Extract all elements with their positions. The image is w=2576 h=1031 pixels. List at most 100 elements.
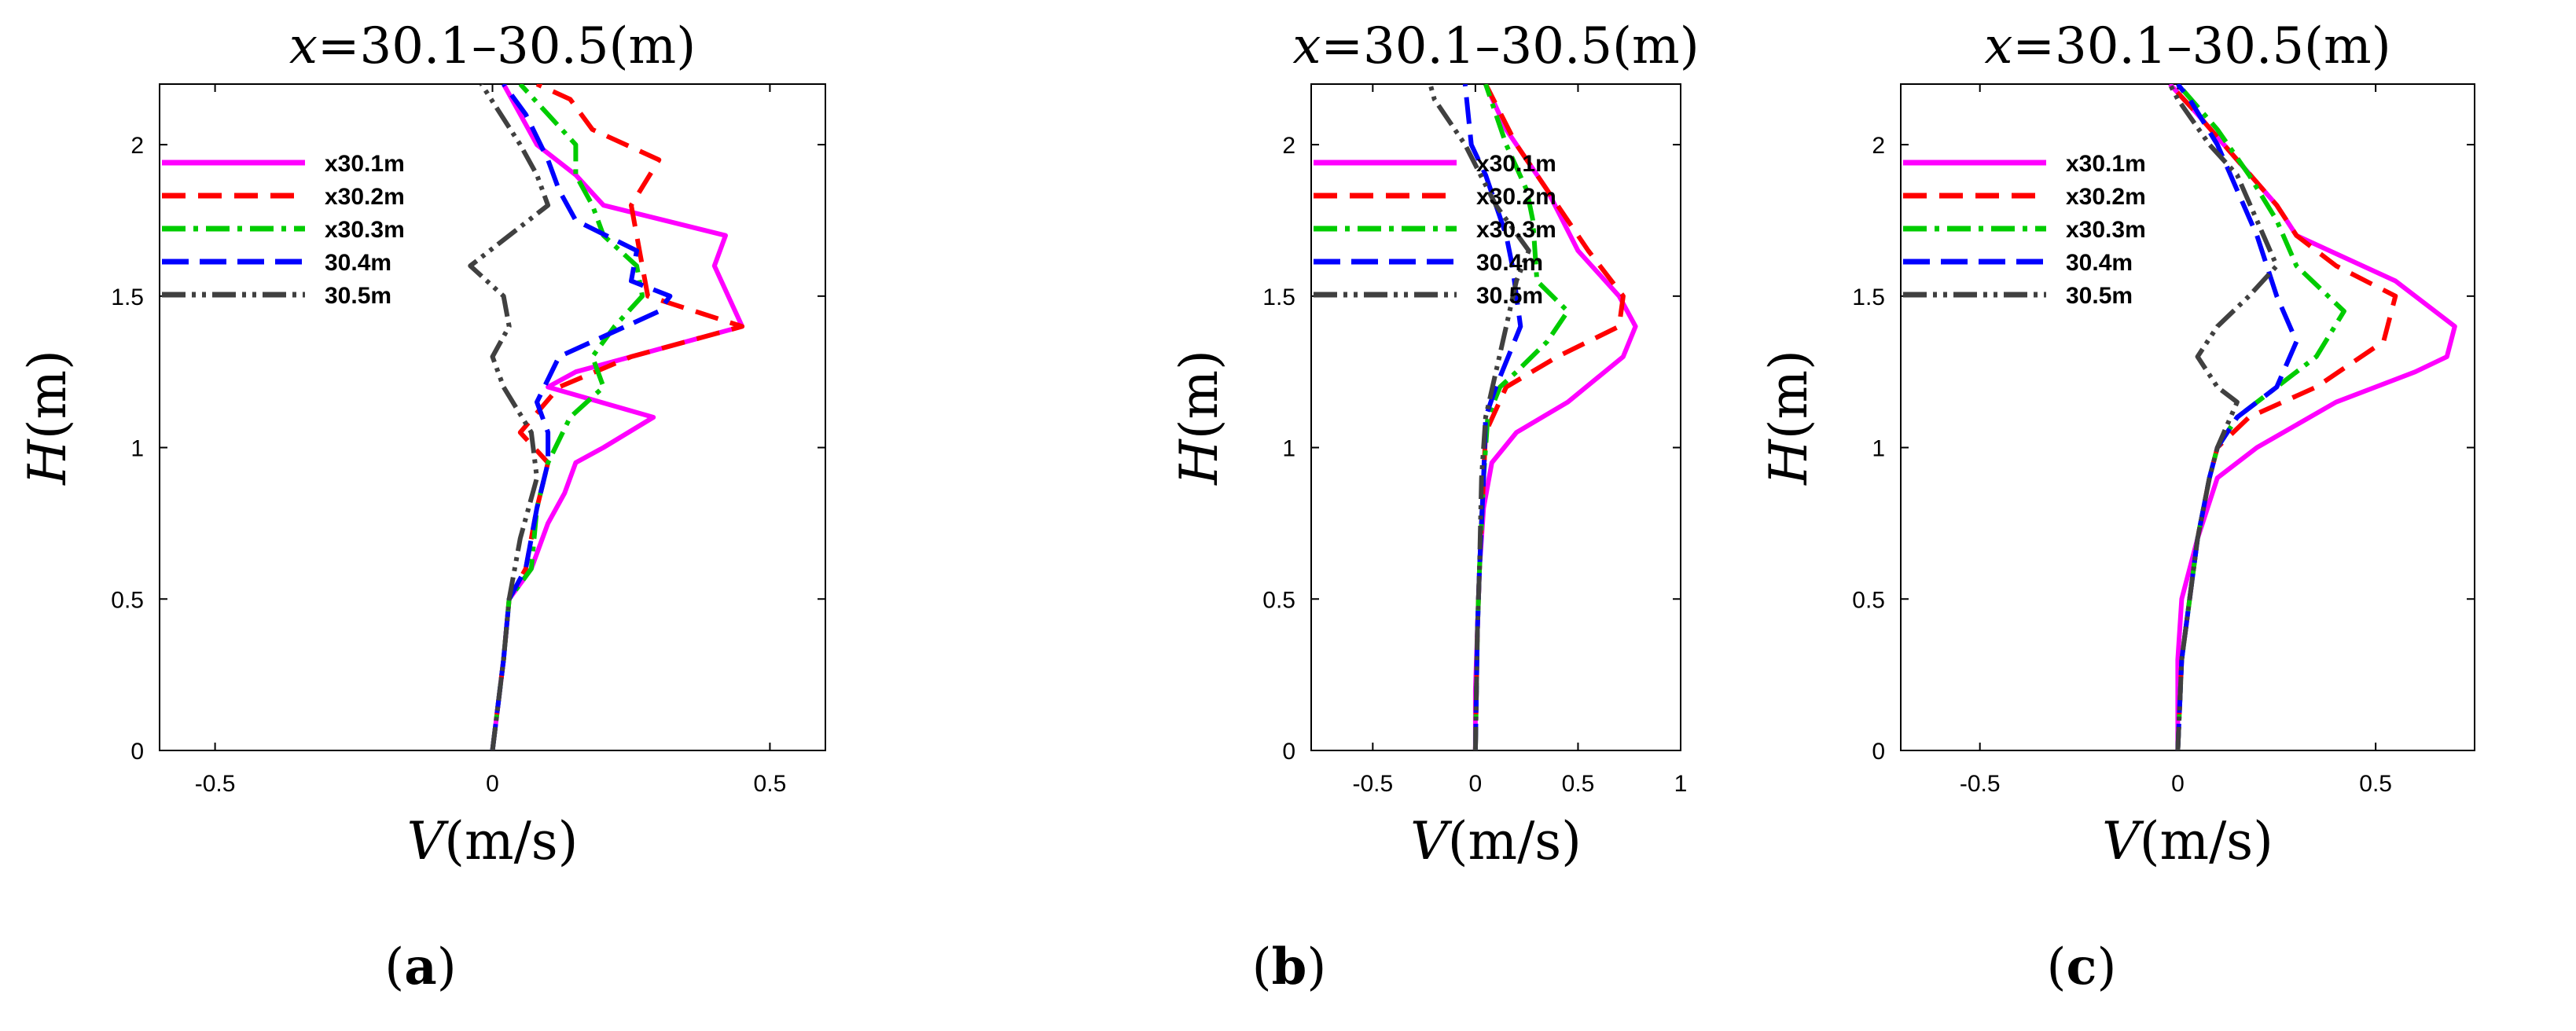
chart-panel-b: x=30.1–30.5(m)-0.5 0 0.5 100.511.52V(m/s)H(…	[1169, 17, 1700, 996]
x-tick-label: -0.5	[195, 771, 236, 797]
legend: x30.1m x30.2m x30.3m 30.4m 30.5m	[1314, 151, 1556, 309]
panel-label-close: )	[1306, 938, 1326, 996]
y-axis-label: H(m)	[1169, 350, 1229, 486]
y-axis-label-var: H	[1758, 438, 1819, 486]
legend-label: x30.2m	[1476, 184, 1556, 210]
x-tick-label: 0	[486, 771, 499, 797]
y-tick-label: 2	[1872, 133, 1885, 159]
x-axis-label-unit: (m/s)	[2140, 811, 2273, 871]
x-axis-label: V(m/s)	[2102, 811, 2273, 871]
chart-title-rest: =30.1–30.5(m)	[1321, 17, 1699, 75]
legend-label: x30.3m	[1476, 217, 1556, 243]
x-axis-label-var: V	[1410, 811, 1453, 871]
y-tick-label: 1	[1282, 436, 1295, 462]
chart-panel-a: x=30.1–30.5(m)-0.5 0 0.500.511.52V(m/s)H(m…	[17, 17, 826, 996]
x-axis-label-var: V	[407, 811, 450, 871]
series-line-30-5m	[468, 84, 551, 750]
x-tick-label: 0.5	[754, 771, 787, 797]
y-axis-label: H(m)	[17, 350, 78, 486]
series-line-x30-1m	[490, 84, 745, 750]
x-tick-label: -0.5	[1960, 771, 2001, 797]
y-tick-label: 2	[130, 133, 144, 159]
y-axis-label-unit: (m)	[1169, 350, 1229, 439]
series-line-x30-2m	[490, 84, 745, 750]
panel-label: (b)	[1252, 937, 1327, 996]
legend-label: x30.1m	[2066, 151, 2146, 177]
legend-label: 30.5m	[325, 283, 391, 309]
series-line-30-5m	[2167, 84, 2280, 750]
legend-label: 30.5m	[1476, 283, 1543, 309]
series-group	[1428, 84, 1638, 750]
x-axis-label-var: V	[2102, 811, 2144, 871]
x-axis-label-unit: (m/s)	[1448, 811, 1582, 871]
legend-label: x30.1m	[325, 151, 405, 177]
y-axis-label-unit: (m)	[17, 350, 78, 439]
panel-label: (c)	[2047, 937, 2117, 996]
chart-title-rest: =30.1–30.5(m)	[318, 17, 696, 75]
chart-title: x=30.1–30.5(m)	[289, 17, 696, 75]
y-axis-label-unit: (m)	[1758, 350, 1819, 439]
chart-title: x=30.1–30.5(m)	[1984, 17, 2390, 75]
x-tick-label: 0.5	[2359, 771, 2392, 797]
y-axis-label-var: H	[1169, 438, 1229, 486]
panel-label-open: (	[384, 938, 404, 996]
legend-label: 30.4m	[2066, 250, 2133, 276]
series-line-x30-2m	[2168, 84, 2398, 750]
legend-label: 30.4m	[1476, 250, 1543, 276]
x-tick-label: -0.5	[1352, 771, 1393, 797]
legend-label: 30.4m	[325, 250, 391, 276]
y-tick-label: 0	[130, 739, 144, 765]
series-line-30-4m	[490, 84, 673, 750]
x-tick-label: 0	[1469, 771, 1483, 797]
series-group	[2167, 84, 2457, 750]
y-tick-label: 2	[1282, 133, 1295, 159]
x-axis-label-unit: (m/s)	[444, 811, 578, 871]
y-tick-label: 0.5	[1852, 587, 1885, 613]
panel-label-close: )	[437, 938, 457, 996]
y-tick-label: 0	[1282, 739, 1295, 765]
chart-title: x=30.1–30.5(m)	[1292, 17, 1699, 75]
plot-frame	[159, 83, 826, 751]
plot-frame	[1310, 83, 1681, 751]
y-axis-label: H(m)	[1758, 350, 1819, 486]
chart-title-var: x	[1292, 17, 1321, 75]
legend: x30.1m x30.2m x30.3m 30.4m 30.5m	[1903, 151, 2146, 309]
legend: x30.1m x30.2m x30.3m 30.4m 30.5m	[162, 151, 405, 309]
panel-label-open: (	[2047, 938, 2067, 996]
y-tick-label: 0	[1872, 739, 1885, 765]
legend-label: x30.3m	[2066, 217, 2146, 243]
chart-panel-c: x=30.1–30.5(m)-0.5 0 0.500.511.52V(m/s)H(m…	[1758, 17, 2475, 996]
x-tick-label: 0	[2171, 771, 2185, 797]
panel-label-letter: b	[1272, 937, 1307, 996]
chart-title-var: x	[289, 17, 318, 75]
series-line-30-4m	[2175, 84, 2299, 750]
panel-label-open: (	[1252, 938, 1272, 996]
chart-title-var: x	[1984, 17, 2012, 75]
panel-label-letter: c	[2067, 937, 2097, 996]
y-tick-label: 1	[1872, 436, 1885, 462]
panel-label-close: )	[2096, 938, 2116, 996]
legend-label: x30.2m	[325, 184, 405, 210]
y-tick-label: 1.5	[1262, 284, 1295, 310]
series-line-30-5m	[1428, 84, 1531, 750]
y-tick-label: 0.5	[111, 587, 144, 613]
legend-label: x30.3m	[325, 217, 405, 243]
legend-label: x30.1m	[1476, 151, 1556, 177]
y-tick-label: 0.5	[1262, 587, 1295, 613]
legend-label: x30.2m	[2066, 184, 2146, 210]
series-group	[468, 84, 745, 750]
panel-label: (a)	[384, 937, 456, 996]
x-axis-label: V(m/s)	[1410, 811, 1582, 871]
plot-frame	[1900, 83, 2475, 751]
series-line-x30-1m	[2168, 84, 2457, 750]
panel-label-letter: a	[404, 937, 436, 996]
x-tick-label: 0.5	[1562, 771, 1595, 797]
x-tick-label: 1	[1674, 771, 1688, 797]
x-axis-label: V(m/s)	[407, 811, 579, 871]
y-axis-label-var: H	[17, 438, 78, 486]
y-tick-label: 1.5	[111, 284, 144, 310]
y-tick-label: 1.5	[1852, 284, 1885, 310]
y-tick-label: 1	[130, 436, 144, 462]
legend-label: 30.5m	[2066, 283, 2133, 309]
